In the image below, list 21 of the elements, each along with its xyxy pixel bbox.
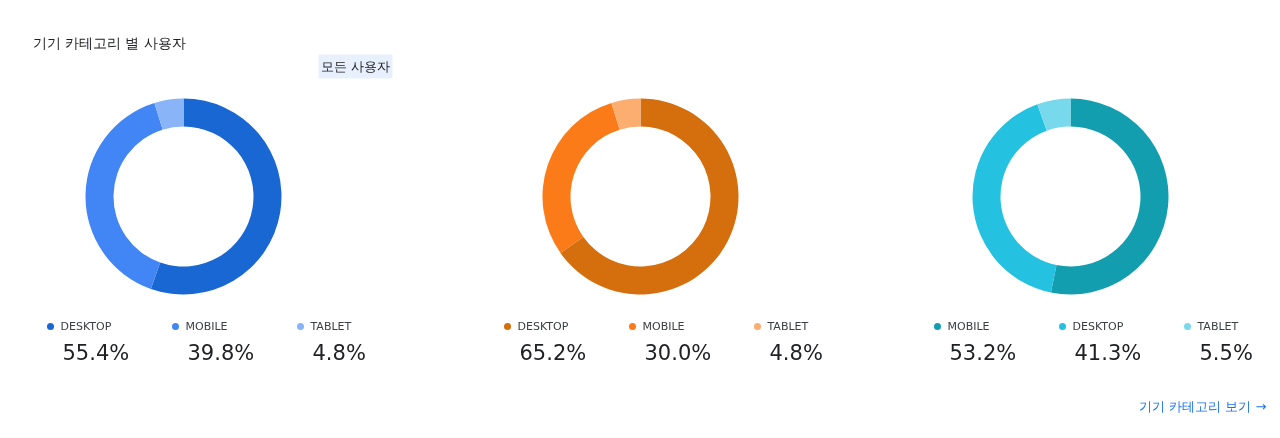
chart-title: 기기 카테고리 별 사용자	[32, 34, 186, 51]
data-label: 55.4%	[62, 340, 130, 365]
chart-subtitle: 모든 사용자	[320, 59, 391, 74]
legend-label: MOBILE	[947, 320, 990, 333]
legend-label: MOBILE	[185, 320, 228, 333]
text: 기기 카테고리 보기 →	[1139, 399, 1267, 414]
legend-label: TABLET	[1196, 320, 1239, 333]
data-label: 4.8%	[769, 340, 823, 365]
data-label: 41.3%	[1074, 340, 1142, 365]
legend-label: DESKTOP	[517, 320, 569, 333]
data-label: 30.0%	[644, 340, 712, 365]
data-label: 5.5%	[1199, 340, 1253, 365]
legend-label: DESKTOP	[1072, 320, 1124, 333]
legend-label: TABLET	[766, 320, 809, 333]
data-label: 4.8%	[312, 340, 366, 365]
data-label: 65.2%	[519, 340, 587, 365]
legend-label: DESKTOP	[60, 320, 112, 333]
data-label: 53.2%	[949, 340, 1017, 365]
data-label: 39.8%	[187, 340, 255, 365]
legend-label: TABLET	[309, 320, 352, 333]
legend-label: MOBILE	[642, 320, 685, 333]
